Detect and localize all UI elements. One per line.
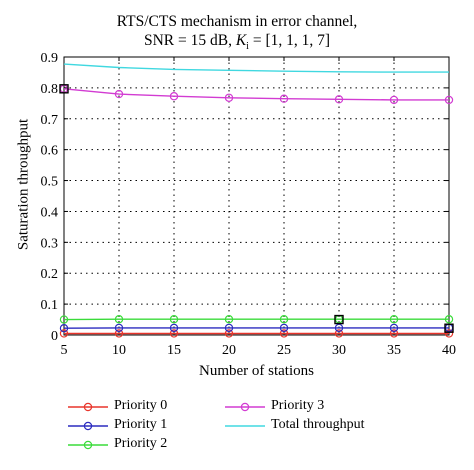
y-tick-label: 0.5 <box>41 175 59 190</box>
x-tick-label: 40 <box>442 343 456 358</box>
data-point-s0 <box>279 329 289 338</box>
chart-title-line2: SNR = 15 dB, Ki = [1, 1, 1, 7] <box>0 31 474 56</box>
data-point-s1 <box>59 324 69 333</box>
x-axis-label: Number of stations <box>199 363 314 379</box>
legend-swatch <box>68 402 108 412</box>
data-point-s0 <box>59 329 69 338</box>
title-line2-prefix: SNR = 15 dB, <box>143 32 236 49</box>
data-point-s3 <box>334 95 344 104</box>
data-point-s3 <box>444 95 454 105</box>
title-line2-sub: i <box>246 41 249 53</box>
data-point-s2 <box>389 315 399 324</box>
data-point-s1 <box>169 323 179 333</box>
legend-label: Priority 2 <box>114 436 168 451</box>
x-tick-label: 15 <box>167 343 181 358</box>
legend-swatch <box>225 402 265 412</box>
y-tick-label: 0.2 <box>41 267 59 282</box>
data-point-s2 <box>444 315 454 324</box>
data-point-s1 <box>114 323 124 333</box>
axes-frame <box>63 56 450 336</box>
data-point-s3 <box>169 92 179 101</box>
y-tick-label: 0.1 <box>41 298 59 313</box>
highlight-marker <box>334 314 344 325</box>
data-point-s2 <box>59 315 69 324</box>
data-point-s1 <box>279 323 289 333</box>
y-tick-label: 0.9 <box>41 51 59 66</box>
data-point-s0 <box>224 329 234 338</box>
legend-swatch <box>225 425 265 427</box>
data-point-s2 <box>279 315 289 324</box>
chart-title-line1: RTS/CTS mechanism in error channel, <box>116 13 358 30</box>
title-line2-suffix: = [1, 1, 1, 7] <box>248 32 331 49</box>
data-point-s2 <box>224 315 234 324</box>
data-point-s0 <box>169 329 179 338</box>
legend-label: Priority 0 <box>114 398 168 413</box>
data-point-s2 <box>169 315 179 324</box>
x-tick-label: 35 <box>387 343 401 358</box>
title-line2-var: K <box>235 32 247 49</box>
data-point-s3 <box>389 95 399 105</box>
data-point-s0 <box>114 329 124 338</box>
x-tick-label: 25 <box>277 343 291 358</box>
x-tick-label: 10 <box>112 343 126 358</box>
series-line-4 <box>63 63 449 73</box>
data-point-s1 <box>224 323 234 333</box>
data-point-s0 <box>389 329 399 338</box>
y-tick-label: 0 <box>51 329 58 344</box>
series-line-3 <box>63 88 449 101</box>
data-point-s2 <box>114 315 124 324</box>
legend-label: Priority 1 <box>114 417 168 432</box>
data-point-s3 <box>224 93 234 102</box>
highlight-marker <box>444 323 454 333</box>
y-tick-label: 0.3 <box>41 236 59 251</box>
x-tick-label: 20 <box>222 343 236 358</box>
data-point-s3 <box>114 89 124 99</box>
data-point-s1 <box>389 323 399 333</box>
x-tick-label: 5 <box>61 343 68 358</box>
data-point-s0 <box>444 329 454 338</box>
y-tick-label: 0.8 <box>41 82 59 97</box>
data-point-s1 <box>334 323 344 333</box>
legend-label: Total throughput <box>271 417 365 432</box>
legend-swatch <box>68 421 108 431</box>
legend-label: Priority 3 <box>271 398 325 413</box>
legend-swatch <box>68 440 108 450</box>
y-tick-label: 0.6 <box>41 144 59 159</box>
highlight-marker <box>59 84 69 94</box>
data-point-s0 <box>334 329 344 338</box>
data-point-s3 <box>279 94 289 103</box>
y-axis-label: Saturation throughput <box>15 118 32 251</box>
y-tick-label: 0.7 <box>41 113 59 128</box>
x-tick-label: 30 <box>332 343 346 358</box>
y-tick-label: 0.4 <box>41 205 59 220</box>
